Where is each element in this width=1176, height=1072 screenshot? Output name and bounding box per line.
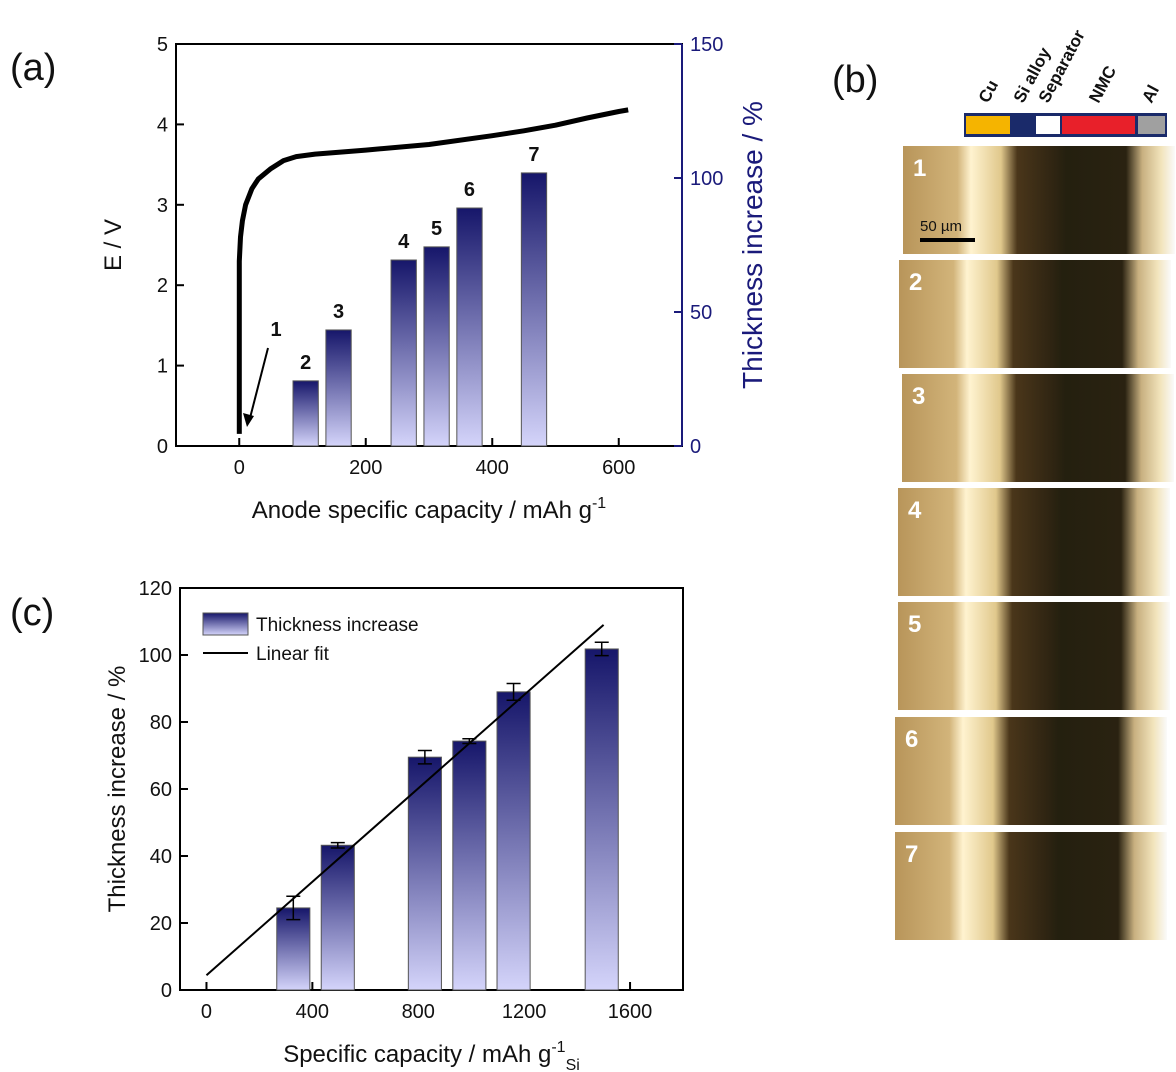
- scale-bar-label: 50 µm: [920, 218, 962, 235]
- y-tick-label: 100: [139, 645, 172, 667]
- annotation: 1: [270, 319, 281, 341]
- layer-label: Al: [1138, 82, 1163, 106]
- bar-label: 2: [300, 352, 311, 374]
- layer-swatch: [1012, 116, 1034, 134]
- micrograph-label: 2: [909, 269, 922, 296]
- micrograph-label: 6: [905, 726, 918, 753]
- error-bar: [330, 841, 345, 849]
- x-axis-label: Anode specific capacity / mAh g-1: [252, 495, 607, 524]
- y-tick-label: 80: [150, 712, 172, 734]
- bar: [325, 329, 352, 447]
- micrograph: [895, 832, 1167, 940]
- layer-label: Cu: [975, 77, 1002, 106]
- y-tick-label: 5: [157, 34, 168, 56]
- micrograph: [903, 146, 1175, 254]
- bar-label: 7: [528, 144, 539, 166]
- x-axis-label-sup: -1: [592, 495, 606, 512]
- legend-label: Linear fit: [256, 644, 330, 665]
- y-tick-label: 40: [150, 846, 172, 868]
- bar-label: 5: [431, 218, 442, 240]
- panel-label: (c): [10, 592, 54, 634]
- x-tick-label: 800: [402, 1001, 435, 1023]
- arrow-head: [243, 413, 254, 427]
- y-tick-label: 0: [161, 980, 172, 1002]
- micrograph: [898, 602, 1170, 710]
- x-axis-label-text: Specific capacity / mAh g: [283, 1041, 551, 1068]
- layer-swatch: [966, 116, 1010, 134]
- y-tick-label: 3: [157, 195, 168, 217]
- legend-label: Thickness increase: [256, 615, 419, 636]
- y-axis-label: E / V: [100, 219, 127, 271]
- micrograph: [899, 260, 1171, 368]
- x-axis-label-sub: Si: [566, 1057, 580, 1072]
- layer-label: NMC: [1085, 63, 1120, 106]
- bar: [520, 172, 548, 447]
- x-tick-label: 1600: [608, 1001, 653, 1023]
- y2-tick-label: 0: [690, 436, 701, 458]
- bar: [276, 907, 311, 991]
- error-bar: [417, 749, 432, 765]
- x-tick-label: 0: [234, 457, 245, 479]
- micrograph: [898, 488, 1170, 596]
- y-tick-label: 20: [150, 913, 172, 935]
- y-tick-label: 4: [157, 114, 168, 136]
- x-axis-label-text: Anode specific capacity / mAh g: [252, 497, 592, 524]
- x-tick-label: 400: [476, 457, 509, 479]
- micrograph: [902, 374, 1174, 482]
- x-axis-label: Specific capacity / mAh g-1Si: [283, 1039, 580, 1072]
- legend-swatch: [202, 612, 249, 636]
- bar: [456, 207, 483, 447]
- micrograph: [895, 717, 1167, 825]
- y-tick-label: 1: [157, 356, 168, 378]
- bar: [423, 246, 450, 447]
- y2-tick-label: 50: [690, 302, 712, 324]
- y2-tick-label: 150: [690, 34, 723, 56]
- bar: [320, 844, 355, 991]
- bar-label: 6: [464, 179, 475, 201]
- error-bar: [286, 895, 301, 921]
- y-tick-label: 120: [139, 578, 172, 600]
- x-tick-label: 0: [201, 1001, 212, 1023]
- layer-swatch: [1062, 116, 1135, 134]
- bar: [292, 380, 319, 447]
- x-tick-label: 600: [602, 457, 635, 479]
- panel-label: (b): [832, 59, 878, 101]
- y-tick-label: 60: [150, 779, 172, 801]
- micrograph-label: 5: [908, 611, 921, 638]
- y-tick-label: 0: [157, 436, 168, 458]
- voltage-curve: [236, 107, 629, 434]
- layer-swatch: [1138, 116, 1165, 134]
- bar: [496, 691, 531, 991]
- bar: [584, 648, 619, 991]
- bar: [452, 740, 487, 991]
- x-tick-label: 200: [349, 457, 382, 479]
- bar-label: 3: [333, 301, 344, 323]
- y-axis-label: Thickness increase / %: [104, 666, 131, 913]
- x-tick-label: 1200: [502, 1001, 547, 1023]
- layer-swatch: [1036, 116, 1060, 134]
- micrograph-label: 3: [912, 383, 925, 410]
- micrograph-label: 1: [913, 155, 926, 182]
- micrograph-label: 4: [908, 497, 922, 524]
- micrograph-label: 7: [905, 841, 918, 868]
- y-tick-label: 2: [157, 275, 168, 297]
- error-bar: [594, 641, 609, 657]
- annotation-arrow: [249, 347, 269, 419]
- x-axis-label-sup: -1: [551, 1039, 565, 1056]
- panel-label: (a): [10, 47, 56, 89]
- x-tick-label: 400: [296, 1001, 329, 1023]
- bar-label: 4: [398, 231, 410, 253]
- fit-line: [205, 624, 605, 977]
- y2-axis-label: Thickness increase / %: [737, 101, 768, 389]
- y2-tick-label: 100: [690, 168, 723, 190]
- bar: [390, 259, 417, 447]
